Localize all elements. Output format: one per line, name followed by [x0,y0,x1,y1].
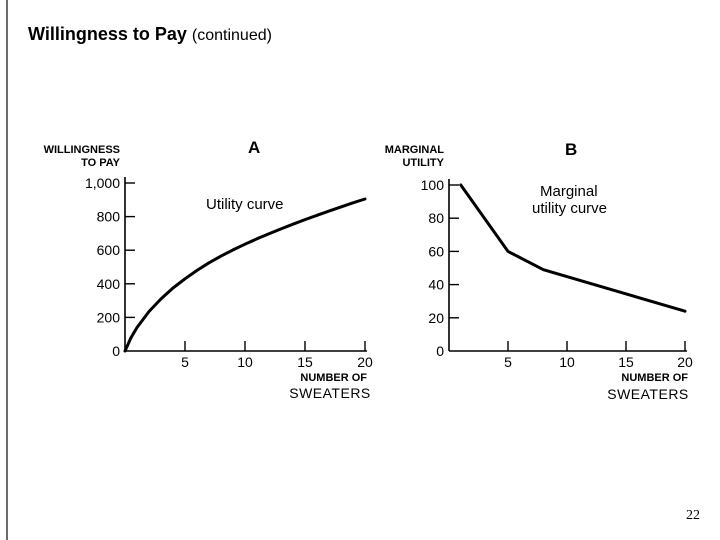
chart-a-panel-label: A [248,138,260,157]
chart-a-y-tick-label: 800 [97,209,121,225]
chart-b-y-tick-label: 0 [436,343,444,359]
chart-b-y-axis-label: MARGINAL [385,144,445,156]
chart-a-y-axis-label: WILLINGNESS [44,144,120,156]
chart-b-x-tick-label: 5 [504,354,512,370]
chart-b-x-tick-label: 10 [559,354,575,370]
slide-title-text: Willingness to Pay [28,24,187,44]
left-border-rule [6,0,8,540]
chart-b-y-tick-label: 40 [428,277,444,293]
chart-a-y-tick-label: 0 [112,343,120,359]
chart-a-y-tick-label: 200 [97,309,121,325]
chart-a-x-axis-label: NUMBER OF [300,372,367,384]
chart-b-x-tick-label: 20 [677,354,693,370]
chart-a-x-tick-label: 10 [237,354,253,370]
chart-b-x-axis-label: NUMBER OF [621,372,688,384]
chart-a-curve-annotation: Utility curve [206,196,284,213]
slide-title-suffix: (continued) [191,27,272,44]
chart-b-panel-label: B [565,140,577,159]
chart-b-y-tick-label: 80 [428,210,444,226]
chart-a-y-tick-label: 400 [97,276,121,292]
chart-b-x-tick-label: 15 [618,354,634,370]
chart-b-x-axis-label-2: SWEATERS [607,386,689,402]
chart-b-curve-annotation: utility curve [532,200,607,217]
chart-a-x-tick-label: 15 [297,354,313,370]
chart-a-y-axis-label: TO PAY [81,157,121,169]
slide-title: Willingness to Pay (continued) [28,24,272,45]
chart-a-series-line [123,197,367,353]
chart-a-x-tick-label: 5 [181,354,189,370]
chart-a-x-axis-label-2: SWEATERS [289,385,371,401]
page-number: 22 [686,508,700,523]
chart-a-y-tick-label: 600 [97,242,121,258]
chart-b-y-tick-label: 60 [428,243,444,259]
chart-a-y-tick-label: 1,000 [85,175,120,191]
chart-b-y-axis-label: UTILITY [402,157,444,169]
chart-b-y-tick-label: 100 [421,177,445,193]
chart-b-y-tick-label: 20 [428,310,444,326]
chart-a-x-tick-label: 20 [357,354,373,370]
chart-b-series-line [459,183,687,313]
chart-b-curve-annotation: Marginal [540,183,598,200]
